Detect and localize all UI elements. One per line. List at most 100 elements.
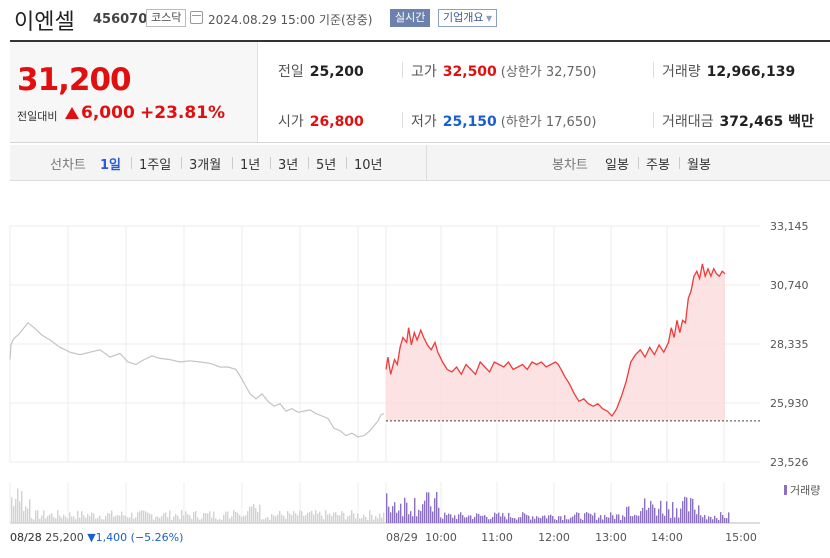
amount-cell: 거래대금 372,465 백만 <box>662 111 814 131</box>
volume-bar <box>518 517 520 523</box>
volume-bar <box>279 510 281 523</box>
volume-bar <box>327 514 329 523</box>
volume-bar <box>237 512 239 523</box>
volume-bar <box>500 516 502 523</box>
volume-bar <box>696 514 698 523</box>
volume-bar <box>638 515 640 523</box>
tab-1week[interactable]: 1주일 <box>139 158 172 173</box>
chevron-down-icon: ▼ <box>483 14 493 23</box>
volume-bar <box>311 510 313 523</box>
tab-1year[interactable]: 1년 <box>240 158 261 173</box>
volume-bar <box>466 517 468 523</box>
x-tick-label: 12:00 <box>538 531 570 544</box>
volume-bar <box>333 512 335 523</box>
volume-bar <box>337 514 339 523</box>
volume-bar <box>454 515 456 523</box>
high-value: 32,500 <box>442 64 497 80</box>
volume-bar <box>109 513 111 523</box>
volume-bar <box>229 518 231 523</box>
y-tick-label: 25,930 <box>770 397 809 410</box>
open-cell: 시가 26,800 <box>278 111 364 131</box>
volume-bar <box>25 506 27 523</box>
volume-bar <box>560 516 562 523</box>
quote-datetime: 2024.08.29 15:00 기준(장중) <box>208 13 373 27</box>
volume-bar <box>165 512 167 523</box>
volume-bar <box>299 510 301 523</box>
volume-bar <box>13 506 15 523</box>
volume-bar <box>93 513 95 523</box>
volume-bar <box>670 517 672 523</box>
volume-bar <box>478 514 480 523</box>
volume-bar <box>363 514 365 523</box>
tab-3month[interactable]: 3개월 <box>189 158 222 173</box>
volume-bar <box>107 513 109 523</box>
volume-bar <box>606 517 608 523</box>
volume-bar <box>686 497 688 523</box>
volume-bar <box>301 511 303 523</box>
volume-bar <box>281 514 283 523</box>
low-value: 25,150 <box>442 114 497 130</box>
divider <box>402 62 403 78</box>
tab-1day[interactable]: 1일 <box>100 158 122 173</box>
volume-bar <box>550 514 552 523</box>
volume-bar <box>538 517 540 523</box>
volume-bar <box>612 515 614 523</box>
volume-bar <box>678 517 680 523</box>
volume-bar <box>408 514 410 523</box>
volume-bar <box>434 498 436 523</box>
volume-bar <box>35 510 37 523</box>
volume-bar <box>83 515 85 523</box>
volume-bar <box>456 518 458 523</box>
volume-bar <box>718 519 720 523</box>
tab-daily[interactable]: 일봉 <box>605 158 629 173</box>
market-badge: 코스닥 <box>146 9 187 27</box>
volume-bar <box>15 498 17 523</box>
volume-bar <box>329 513 331 523</box>
low-cell: 저가 25,150 (하한가 17,650) <box>411 111 596 131</box>
company-overview-button[interactable]: 기업개요 ▼ <box>438 9 498 27</box>
volume-bar <box>295 513 297 523</box>
volume-bar <box>129 517 131 523</box>
volume-bar <box>177 515 179 523</box>
volume-bar <box>179 519 181 523</box>
volume-bar <box>432 511 434 523</box>
volume-bar <box>243 515 245 523</box>
tab-monthly[interactable]: 월봉 <box>687 158 711 173</box>
upper-limit: (상한가 32,750) <box>500 65 597 80</box>
volume-bar <box>187 514 189 523</box>
volume-bar <box>111 510 113 523</box>
volume-bar <box>191 518 193 523</box>
lower-limit: (하한가 17,650) <box>500 115 597 130</box>
tab-5year[interactable]: 5년 <box>316 158 337 173</box>
volume-bar <box>49 514 51 523</box>
volume-bar <box>235 512 237 523</box>
chart-period-tabs: 선차트 1일 1주일 3개월 1년 3년 5년 10년 봉차트 일봉 주봉 월봉 <box>10 145 830 181</box>
volume-bar <box>544 515 546 523</box>
volume-bar <box>714 515 716 523</box>
volume-bar <box>410 511 412 523</box>
volume-bar <box>558 516 560 523</box>
volume-bar <box>171 519 173 523</box>
volume-bar <box>430 506 432 523</box>
volume-bar <box>367 519 369 523</box>
volume-bar <box>97 517 99 523</box>
realtime-button[interactable]: 실시간 <box>390 9 431 27</box>
volume-bar <box>119 515 121 523</box>
volume-bar <box>564 515 566 523</box>
volume-bar <box>568 519 570 523</box>
volume-bar <box>123 515 125 523</box>
tab-10year[interactable]: 10년 <box>354 158 383 173</box>
volume-bar <box>390 512 392 523</box>
tab-weekly[interactable]: 주봉 <box>646 158 670 173</box>
volume-bar <box>351 510 353 523</box>
volume-bar <box>221 519 223 523</box>
volume-bar <box>223 514 225 523</box>
volume-bar <box>349 515 351 523</box>
volume-bar <box>369 510 371 523</box>
current-price: 31,200 <box>17 62 132 98</box>
volume-bar <box>536 516 538 523</box>
volume-bar <box>688 511 690 523</box>
tab-3year[interactable]: 3년 <box>278 158 299 173</box>
volume-bar <box>530 519 532 523</box>
volume-bar <box>147 512 149 523</box>
